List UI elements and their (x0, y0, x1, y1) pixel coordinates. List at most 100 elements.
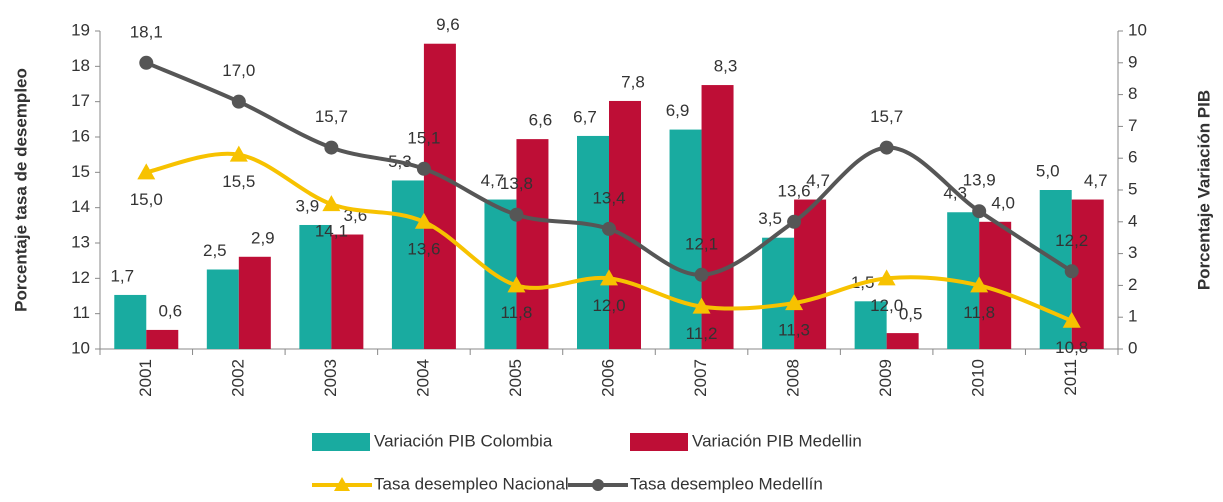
bar-value-label: 8,3 (714, 57, 738, 76)
bar (238, 256, 271, 349)
bar-value-label: 4,7 (1084, 171, 1108, 190)
bar-value-label: 5,0 (1036, 161, 1060, 180)
line-value-label: 15,0 (130, 190, 163, 209)
marker (322, 195, 341, 212)
legend-swatch (630, 433, 688, 451)
bar (299, 224, 332, 349)
marker (509, 207, 524, 222)
line-value-label: 12,1 (685, 234, 718, 253)
x-tick-label: 2005 (506, 359, 525, 397)
bar (886, 333, 919, 349)
y-tick-label: 12 (71, 268, 90, 287)
y2-tick-label: 4 (1128, 211, 1137, 230)
bar-value-label: 1,7 (110, 266, 134, 285)
marker (972, 204, 987, 219)
y2-tick-label: 3 (1128, 243, 1137, 262)
bar (701, 85, 734, 349)
y-tick-label: 14 (71, 197, 90, 216)
marker (600, 269, 618, 286)
marker (970, 276, 989, 293)
bar-value-label: 9,6 (436, 15, 460, 34)
bar-value-label: 2,5 (203, 241, 227, 260)
bar-value-label: 0,6 (158, 301, 182, 320)
bar-value-label: 0,5 (899, 305, 923, 324)
y2-tick-label: 0 (1128, 338, 1137, 357)
line-value-label: 13,6 (778, 181, 811, 200)
line-value-label: 10,8 (1055, 338, 1088, 357)
bar (484, 199, 517, 349)
line-value-label: 13,8 (500, 174, 533, 193)
bar (331, 234, 364, 349)
line-value-label: 12,2 (1055, 231, 1088, 250)
marker (785, 294, 804, 311)
x-tick-label: 2009 (876, 359, 895, 397)
y-tick-label: 18 (71, 56, 90, 75)
bar-value-label: 3,5 (758, 209, 782, 228)
bar-value-label: 6,6 (529, 111, 553, 130)
marker (137, 163, 156, 180)
marker (694, 267, 709, 282)
marker (692, 297, 711, 314)
y2-tick-label: 10 (1128, 20, 1147, 39)
bar (206, 269, 239, 349)
line-value-label: 15,5 (222, 172, 255, 191)
marker (1062, 311, 1081, 328)
line-value-label: 13,6 (407, 239, 440, 258)
y-tick-label: 10 (71, 338, 90, 357)
marker (507, 276, 526, 293)
y2-tick-label: 6 (1128, 148, 1137, 167)
line-value-label: 13,4 (592, 188, 625, 207)
y-tick-label: 19 (71, 20, 90, 39)
bar (762, 237, 795, 349)
bar-value-label: 7,8 (621, 72, 645, 91)
y2-tick-label: 8 (1128, 84, 1137, 103)
line-value-label: 12,0 (870, 296, 903, 315)
legend-label: Variación PIB Colombia (374, 431, 553, 450)
y-tick-label: 11 (72, 303, 90, 322)
y-axis-title: Porcentaje tasa de desempleo (11, 68, 30, 312)
y2-tick-label: 5 (1128, 179, 1137, 198)
line-value-label: 15,7 (870, 107, 903, 126)
legend-marker (592, 479, 604, 491)
legend-marker (334, 477, 350, 491)
marker (877, 269, 896, 286)
marker (787, 214, 802, 229)
y2-tick-label: 1 (1128, 307, 1137, 326)
bar (423, 43, 456, 349)
bar-value-label: 4,7 (806, 171, 830, 190)
marker (602, 221, 616, 236)
bar (577, 135, 609, 349)
legend-label: Tasa desempleo Nacional (374, 474, 569, 493)
marker (414, 212, 433, 229)
bar-value-label: 3,9 (296, 196, 320, 215)
x-tick-label: 2011 (1061, 359, 1080, 396)
bar (516, 139, 549, 349)
x-tick-label: 2004 (413, 359, 432, 397)
marker (229, 145, 248, 162)
line-value-label: 12,0 (592, 296, 625, 315)
y2-axis-title: Porcentaje Variación PIB (1194, 90, 1213, 290)
x-tick-label: 2008 (784, 359, 803, 397)
x-tick-label: 2002 (228, 359, 247, 397)
line-value-label: 11,2 (686, 324, 718, 343)
x-tick-label: 2010 (969, 359, 988, 397)
legend-label: Variación PIB Medellin (692, 431, 862, 450)
x-tick-label: 2003 (321, 359, 340, 397)
y-tick-label: 17 (71, 91, 90, 110)
line (145, 60, 1073, 277)
line-value-label: 11,3 (778, 321, 810, 340)
bar (854, 301, 887, 349)
line-value-label: 11,8 (501, 303, 533, 322)
legend-swatch (312, 433, 370, 451)
bar (146, 329, 179, 349)
legend-label: Tasa desempleo Medellín (630, 474, 823, 493)
bar-value-label: 4,0 (991, 193, 1015, 212)
y-tick-label: 13 (71, 232, 90, 251)
bar-value-label: 6,7 (573, 107, 597, 126)
marker (416, 161, 431, 176)
line-value-label: 14,1 (315, 222, 348, 241)
bar-value-label: 4,7 (481, 171, 505, 190)
marker (139, 55, 154, 70)
line-value-label: 13,9 (963, 171, 996, 190)
